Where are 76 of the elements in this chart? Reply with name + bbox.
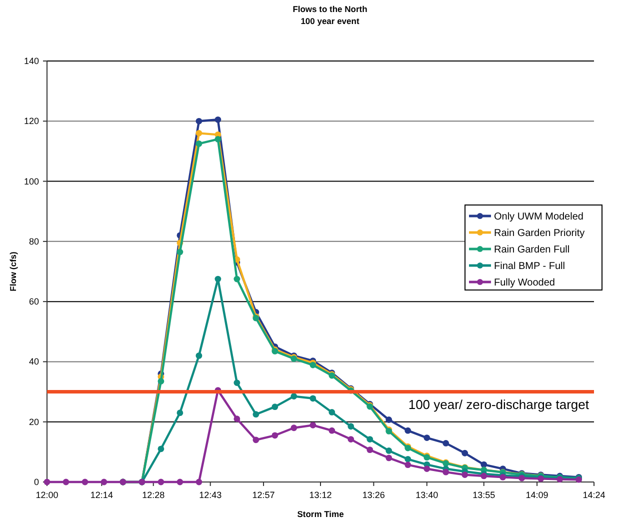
point [480,461,488,468]
point [62,478,70,486]
point [234,416,240,422]
point [234,380,240,386]
point [252,436,260,444]
legend-label: Final BMP - Full [494,261,565,272]
point [386,416,392,423]
y-tick-label: 40 [28,356,39,367]
x-tick-label: 12:43 [199,490,222,500]
point [328,409,336,416]
x-tick-label: 13:26 [362,490,385,500]
point [158,378,164,384]
x-tick-label: 14:09 [526,490,548,500]
point [366,436,374,442]
point [272,404,278,410]
point [290,424,298,432]
point [196,130,202,136]
legend-label: Rain Garden Priority [494,228,585,239]
point [442,468,450,476]
chart-subtitle: 100 year event [300,16,360,26]
y-tick-label: 0 [34,477,39,487]
point [404,462,412,468]
point [404,427,412,434]
point [252,411,260,418]
x-axis-title: Storm Time [297,509,344,519]
point [214,136,222,142]
x-tick-label: 12:57 [252,490,275,500]
y-tick-label: 80 [28,236,39,246]
point [214,116,222,123]
point [176,248,184,256]
point [196,478,202,486]
x-tick-label: 13:55 [472,490,496,500]
point [348,423,354,430]
point [196,352,202,359]
point [310,395,316,402]
point [196,118,202,124]
legend-label: Fully Wooded [494,278,555,288]
x-tick-label: 12:28 [142,490,165,500]
point [176,478,184,486]
point [366,446,374,454]
chart-title: Flows to the North [292,4,368,14]
y-tick-label: 120 [24,116,39,126]
legend-label: Rain Garden Full [494,244,570,256]
point [214,276,222,282]
point [158,446,164,452]
point [386,448,392,454]
ref-line-label: 100 year/ zero-discharge target [408,396,590,412]
y-axis-title: Flow (cfs) [8,252,18,292]
y-tick-label: 100 [24,176,39,186]
point [424,466,430,472]
point [234,276,240,282]
point [348,436,354,442]
x-tick-label: 14:24 [582,490,606,500]
point [424,434,430,441]
point [386,454,392,462]
point [272,432,278,439]
x-tick-label: 12:14 [90,490,113,500]
point [328,427,336,434]
y-tick-label: 60 [28,296,39,307]
point [442,440,450,446]
point [462,472,468,478]
point [196,140,202,147]
y-tick-label: 140 [24,56,39,66]
legend-label: Only UWM Modeled [494,212,584,222]
y-tick-label: 20 [28,416,39,427]
point [310,422,316,428]
point [176,410,184,416]
point [290,393,298,400]
x-tick-label: 13:40 [416,490,438,500]
point [462,450,468,456]
x-tick-label: 12:00 [36,490,58,500]
point [100,478,108,486]
point [82,478,88,486]
x-tick-label: 13:12 [309,490,332,500]
point [404,456,412,462]
point [158,478,164,486]
